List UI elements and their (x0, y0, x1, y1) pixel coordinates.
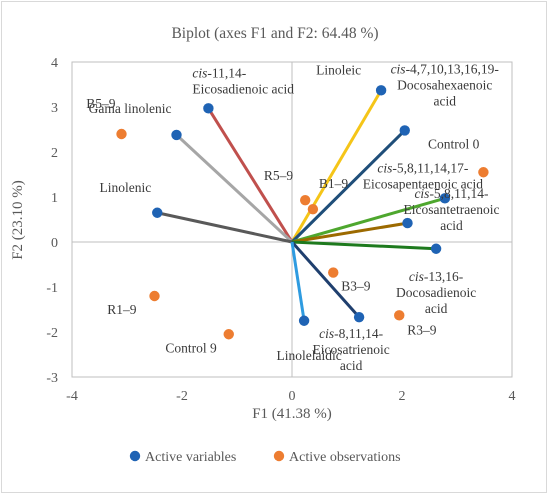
variable-label: acid (434, 93, 457, 108)
y-tick-label: 1 (51, 191, 58, 206)
y-tick-label: 3 (51, 101, 58, 116)
legend-label: Active variables (145, 450, 236, 465)
observation-point (116, 128, 127, 140)
label-text: -11,14- (207, 65, 246, 80)
y-tick-label: -2 (46, 326, 58, 341)
variable-label: Eicosatrienoic (312, 342, 389, 357)
variable-point (353, 311, 365, 323)
variable-point (171, 129, 182, 141)
y-tick-label: 2 (51, 146, 58, 161)
tick-labels: -4 -2 0 2 4 -3 -2 -1 0 1 2 3 4 (46, 56, 515, 404)
x-tick-label: -4 (66, 389, 78, 404)
label-text: -4,7,10,13,16,19- (406, 61, 500, 76)
observation-point (307, 203, 319, 215)
observation-label: Control 9 (165, 340, 217, 355)
label-text: -5,8,11,14- (429, 186, 489, 201)
variable-vector (291, 240, 437, 251)
legend-label: Active observations (289, 450, 401, 465)
observation-label: R3–9 (407, 322, 437, 337)
observation-point (300, 194, 311, 206)
variable-vector (156, 211, 293, 244)
observation-label: R5–9 (264, 168, 294, 183)
label-prefix: cis (414, 186, 429, 201)
variable-label: cis-4,7,10,13,16,19- (391, 61, 500, 76)
variable-point (375, 85, 387, 96)
label-text: -8,11,14- (334, 326, 383, 341)
legend-marker (273, 450, 285, 462)
observation-label: B3–9 (341, 279, 371, 294)
x-tick-label: 0 (289, 389, 296, 404)
label-prefix: cis (409, 269, 424, 284)
variable-point (152, 207, 163, 218)
x-tick-label: 4 (509, 389, 516, 404)
x-tick-label: 2 (399, 389, 406, 404)
chart-title: Biplot (axes F1 and F2: 64.48 %) (171, 25, 378, 42)
variable-label: acid (425, 301, 448, 316)
variable-vector (290, 129, 406, 244)
variable-label: cis-5,8,11,14- (414, 186, 489, 201)
variable-point (399, 125, 410, 136)
variable-vectors (156, 89, 446, 321)
variable-vector (290, 241, 306, 321)
y-tick-label: -1 (46, 281, 58, 296)
variable-label: Docosadienoic (396, 285, 476, 300)
x-axis-title: F1 (41.38 %) (252, 406, 332, 422)
y-tick-label: 4 (51, 56, 58, 71)
variable-label: Eicosantetraenoic (404, 202, 500, 217)
legend: Active variables Active observations (129, 450, 401, 465)
y-tick-label: 0 (51, 236, 58, 251)
observation-point (149, 290, 160, 302)
variable-label: Linolelaidic (276, 348, 341, 363)
variable-label: Eicosadienoic acid (192, 81, 294, 96)
observation-point (478, 167, 489, 178)
observation-label: R1–9 (107, 302, 137, 317)
variable-label: cis-8,11,14- (319, 326, 383, 341)
observation-label: B5–9 (86, 96, 116, 111)
variable-label: cis-13,16- (409, 269, 464, 284)
observation-point (223, 329, 234, 340)
label-text: -13,16- (424, 269, 464, 284)
variable-point (439, 193, 451, 204)
label-prefix: cis (319, 326, 334, 341)
variable-point (402, 217, 413, 229)
variable-vector (290, 89, 383, 243)
variable-label: acid (440, 218, 463, 233)
label-prefix: cis (377, 160, 392, 175)
variable-label: cis-5,8,11,14,17- (377, 160, 468, 175)
label-prefix: cis (192, 65, 207, 80)
variable-point (203, 103, 214, 114)
variable-vector (290, 241, 361, 319)
variable-label: Gama linolenic (89, 101, 172, 116)
x-tick-label: -2 (176, 389, 188, 404)
variable-label: Eicosapentaenoic acid (363, 176, 484, 191)
observation-label: B1–9 (319, 176, 349, 191)
points (116, 85, 489, 340)
variable-label: acid (340, 358, 363, 373)
variable-vector (175, 133, 294, 244)
variable-vector (291, 196, 446, 244)
observation-point (394, 310, 405, 321)
y-axis-title: F2 (23.10 %) (10, 180, 26, 260)
observation-point (328, 267, 339, 278)
variable-label: Linolenic (100, 180, 152, 195)
variable-label: Docosahexaenoic (397, 77, 492, 92)
variable-vector (291, 221, 408, 244)
variable-vector (207, 107, 294, 243)
variable-label: Linoleic (316, 62, 361, 77)
label-prefix: cis (391, 61, 406, 76)
observation-label: Control 0 (428, 136, 480, 151)
variable-point (430, 243, 442, 254)
variable-point (298, 315, 310, 326)
variable-label: cis-11,14- (192, 65, 246, 80)
label-text: -5,8,11,14,17- (392, 160, 468, 175)
legend-marker (129, 450, 141, 462)
y-tick-label: -3 (46, 371, 58, 386)
